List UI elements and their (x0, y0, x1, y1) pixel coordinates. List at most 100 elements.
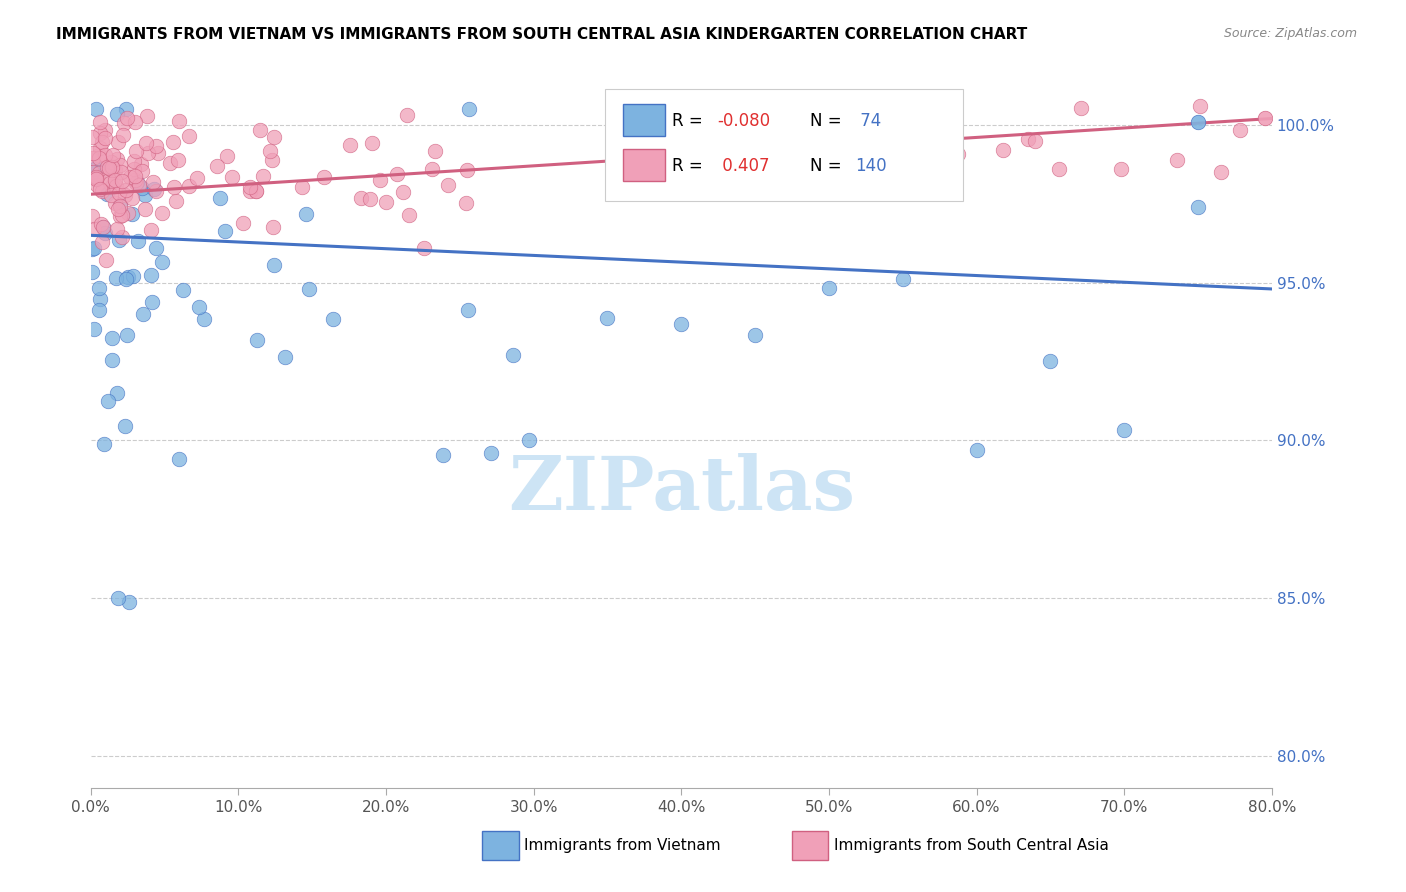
Point (339, 137, 361, 152)
Text: IMMIGRANTS FROM VIETNAM VS IMMIGRANTS FROM SOUTH CENTRAL ASIA KINDERGARTEN CORRE: IMMIGRANTS FROM VIETNAM VS IMMIGRANTS FR… (56, 27, 1028, 42)
Point (249, 123, 271, 137)
Point (413, 241, 436, 255)
Point (84, 172, 107, 186)
Point (139, 223, 162, 237)
Point (375, 195, 398, 210)
Point (84, 162, 107, 177)
Point (105, 271, 128, 285)
Point (794, 136, 817, 151)
Point (101, 353, 124, 368)
Point (141, 294, 163, 309)
Point (298, 282, 321, 296)
Point (1039, 353, 1062, 368)
Point (125, 176, 148, 190)
Point (82, 151, 104, 165)
Point (479, 446, 502, 460)
Point (101, 178, 124, 193)
Point (262, 219, 284, 234)
Point (295, 207, 318, 221)
Point (118, 170, 141, 185)
Point (108, 199, 131, 213)
Text: ZIPatlas: ZIPatlas (508, 453, 855, 526)
Point (966, 442, 988, 457)
Point (162, 135, 184, 149)
Point (83, 321, 105, 335)
Point (145, 184, 167, 198)
Point (136, 146, 159, 161)
Point (350, 191, 373, 205)
Point (91, 235, 114, 250)
Point (93, 219, 115, 234)
Point (91, 135, 114, 149)
Text: Source: ZipAtlas.com: Source: ZipAtlas.com (1223, 27, 1357, 40)
Point (398, 209, 420, 223)
Point (80, 168, 103, 182)
Point (89, 182, 111, 196)
Point (105, 107, 128, 121)
Point (186, 170, 208, 185)
Point (172, 283, 194, 297)
Point (392, 185, 415, 199)
Point (502, 348, 524, 362)
Point (115, 102, 138, 116)
Point (127, 234, 149, 248)
Point (104, 196, 127, 211)
Point (818, 280, 841, 294)
Point (1187, 200, 1209, 214)
Point (90, 217, 112, 231)
Point (87, 147, 110, 161)
Point (177, 129, 200, 144)
Point (125, 145, 148, 159)
Point (101, 160, 124, 174)
Point (100, 331, 122, 345)
Text: R =: R = (672, 157, 709, 175)
Point (891, 272, 914, 286)
Point (117, 206, 139, 220)
Point (1188, 98, 1211, 112)
Text: 140: 140 (855, 157, 886, 175)
Point (458, 102, 481, 116)
Point (122, 153, 145, 168)
Point (187, 300, 209, 314)
Point (108, 158, 131, 172)
Point (1070, 101, 1092, 115)
Point (108, 186, 131, 200)
Point (84, 102, 107, 116)
Point (436, 178, 458, 192)
Point (105, 222, 128, 236)
Point (114, 419, 136, 434)
Point (121, 191, 143, 205)
Point (517, 433, 540, 447)
Point (946, 147, 969, 161)
Point (396, 108, 419, 122)
Point (1166, 153, 1188, 167)
Point (91, 219, 114, 234)
Point (129, 157, 152, 171)
Point (122, 268, 145, 283)
Point (80, 165, 103, 179)
Point (596, 310, 619, 325)
Point (457, 302, 479, 317)
Point (84, 169, 107, 184)
Point (89, 293, 111, 307)
Point (322, 312, 344, 326)
Point (104, 163, 127, 178)
Point (80, 209, 103, 223)
Point (115, 112, 138, 126)
Point (107, 135, 129, 149)
Point (124, 169, 146, 183)
Point (94, 253, 117, 268)
Point (152, 205, 174, 219)
Text: R =: R = (672, 112, 709, 130)
Point (291, 179, 314, 194)
Point (1047, 161, 1070, 176)
Point (1187, 114, 1209, 128)
Point (239, 179, 262, 194)
Point (263, 130, 285, 145)
Point (93, 131, 115, 145)
Point (87, 281, 110, 295)
Point (1114, 423, 1136, 437)
Point (139, 268, 162, 283)
Point (221, 170, 243, 185)
Point (142, 175, 165, 189)
